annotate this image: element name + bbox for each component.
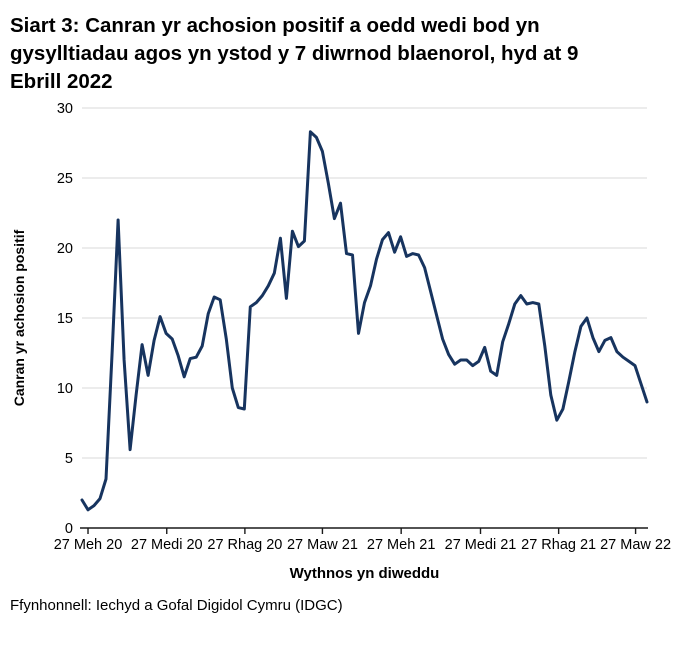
chart-title: Siart 3: Canran yr achosion positif a oe…: [10, 14, 579, 93]
x-tick-label-7: 27 Maw 22: [600, 537, 671, 553]
source-note: Ffynhonnell: Iechyd a Gofal Digidol Cymr…: [10, 597, 343, 614]
y-tick-label-20: 20: [57, 241, 73, 257]
x-tick-label-2: 27 Rhag 20: [207, 537, 282, 553]
x-tick-label-3: 27 Maw 21: [287, 537, 358, 553]
y-tick-label-0: 0: [65, 521, 73, 537]
x-tick-label-4: 27 Meh 21: [367, 537, 436, 553]
y-tick-label-10: 10: [57, 381, 73, 397]
y-tick-label-25: 25: [57, 171, 73, 187]
data-line-canran-achosion: [80, 130, 649, 512]
y-tick-label-30: 30: [57, 101, 73, 117]
x-tick-label-5: 27 Medi 21: [445, 537, 517, 553]
x-tick-label-0: 27 Meh 20: [54, 537, 123, 553]
x-tick-label-1: 27 Medi 20: [131, 537, 203, 553]
x-axis-title: Wythnos yn diweddu: [290, 565, 440, 582]
y-tick-label-5: 5: [65, 451, 73, 467]
line-chart: 0 5 10 15 20 25 30 27 Meh 20 27 Medi 20 27 Rhag 2…: [0, 98, 680, 583]
x-tick-label-6: 27 Rhag 21: [521, 537, 596, 553]
y-axis-title: Canran yr achosion positif: [11, 229, 27, 406]
y-tick-label-15: 15: [57, 311, 73, 327]
